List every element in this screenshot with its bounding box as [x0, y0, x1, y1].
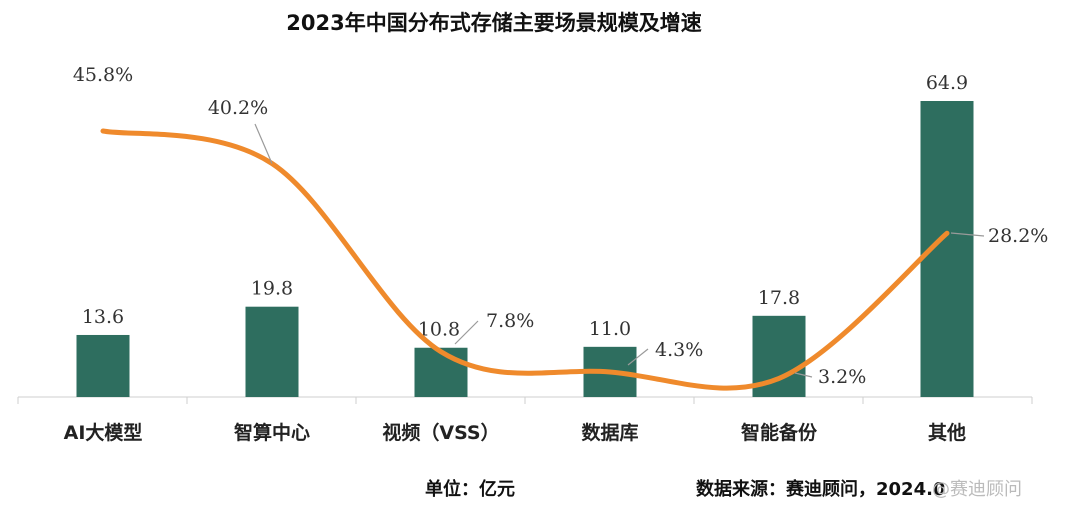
- category-label: 视频（VSS）: [382, 421, 499, 444]
- category-label: 其他: [928, 421, 966, 444]
- growth-value-label: 3.2%: [818, 366, 866, 388]
- source-note: 数据来源：赛迪顾问，2024.0: [696, 478, 945, 500]
- growth-value-label: 7.8%: [486, 310, 534, 332]
- watermark-text: @赛迪顾问: [932, 479, 1022, 500]
- bar-value-label: 11.0: [589, 318, 631, 340]
- bar-value-labels: 13.6 19.8 10.8 11.0 17.8 64.9: [82, 72, 968, 341]
- growth-value-label: 28.2%: [988, 225, 1048, 247]
- bar-value-label: 17.8: [758, 287, 800, 309]
- category-label: 智能备份: [741, 421, 818, 444]
- leader-line: [950, 232, 985, 237]
- growth-value-label: 40.2%: [208, 97, 268, 119]
- category-label: 数据库: [581, 421, 638, 444]
- bar-series: [76, 101, 974, 397]
- leader-line: [627, 348, 649, 366]
- growth-value-labels: 45.8% 40.2% 7.8% 4.3% 3.2% 28.2%: [73, 64, 1049, 388]
- leader-line: [794, 372, 813, 378]
- bar-2: [414, 347, 468, 397]
- bar-value-label: 64.9: [926, 72, 968, 94]
- growth-rate-line: [100, 128, 950, 391]
- growth-value-label: 45.8%: [73, 64, 133, 86]
- chart-title: 2023年中国分布式存储主要场景规模及增速: [286, 11, 701, 35]
- unit-note: 单位：亿元: [425, 478, 515, 500]
- growth-label-leaders: [254, 123, 985, 378]
- bar-value-label: 10.8: [418, 319, 460, 341]
- x-axis-ticks: [17, 397, 1033, 404]
- bar-value-label: 19.8: [251, 278, 293, 300]
- leader-line: [254, 123, 273, 164]
- category-label: AI大模型: [64, 421, 143, 444]
- bar-value-label: 13.6: [82, 306, 124, 328]
- category-label: 智算中心: [234, 421, 310, 444]
- bar-0: [76, 334, 130, 397]
- bar-1: [245, 306, 299, 397]
- leader-line: [454, 320, 479, 345]
- category-labels: AI大模型 智算中心 视频（VSS） 数据库 智能备份 其他: [64, 421, 966, 444]
- growth-value-label: 4.3%: [655, 339, 703, 361]
